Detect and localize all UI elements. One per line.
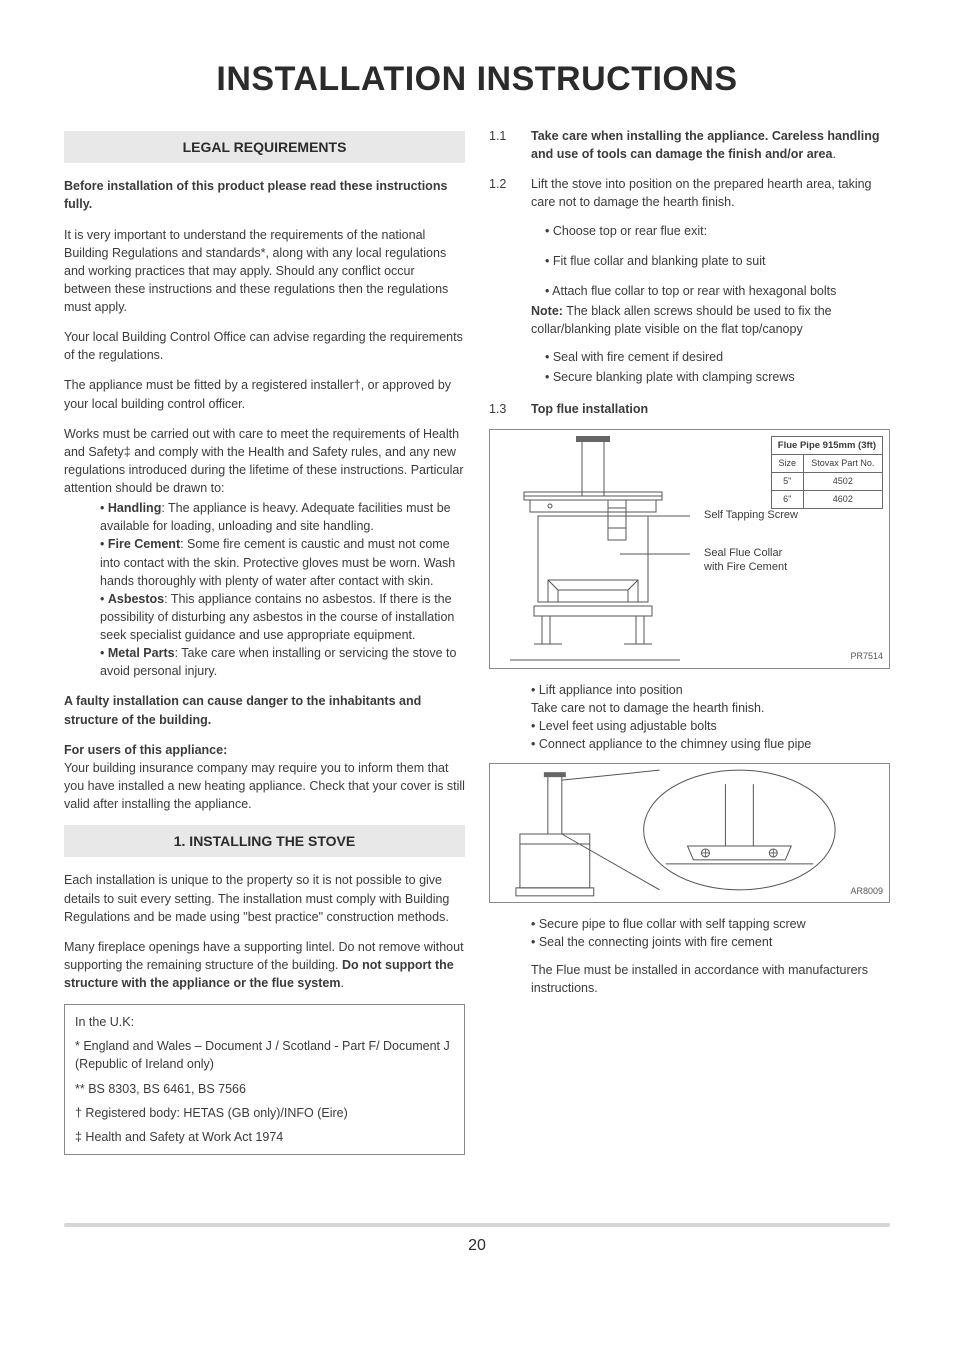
right-column: 1.1 Take care when installing the applia… <box>489 127 890 1155</box>
bullet-label: Metal Parts <box>108 646 175 660</box>
bullet-line: • Lift appliance into position <box>531 681 890 699</box>
numbered-item: 1.2 Lift the stove into position on the … <box>489 175 890 388</box>
fig-label-line: Seal Flue Collar <box>704 547 782 559</box>
th-size: Size <box>771 455 803 473</box>
numbered-item: 1.1 Take care when installing the applia… <box>489 127 890 163</box>
post-figure-bullets: • Lift appliance into position Take care… <box>489 681 890 754</box>
table-row: 5" 4502 <box>771 473 882 491</box>
cell-part: 4502 <box>803 473 882 491</box>
bullet-item: • Fire Cement: Some fire cement is caust… <box>100 535 465 589</box>
users-label: For users of this appliance: <box>64 743 227 757</box>
item-number: 1.2 <box>489 175 515 388</box>
two-column-layout: LEGAL REQUIREMENTS Before installation o… <box>64 127 890 1155</box>
bullet-line: • Secure pipe to flue collar with self t… <box>531 915 890 933</box>
paragraph: Each installation is unique to the prope… <box>64 871 465 925</box>
figure-code: PR7514 <box>850 650 883 663</box>
page-title: INSTALLATION INSTRUCTIONS <box>64 60 890 99</box>
table-row: 6" 4602 <box>771 491 882 509</box>
warning-bold: A faulty installation can cause danger t… <box>64 692 465 728</box>
bullet-item: • Metal Parts: Take care when installing… <box>100 644 465 680</box>
bullet-label: Handling <box>108 501 161 515</box>
fig-label-line: with Fire Cement <box>704 561 787 573</box>
section-header-installing: 1. INSTALLING THE STOVE <box>64 825 465 857</box>
footer-rule <box>64 1223 890 1227</box>
bullet-line: • Seal with fire cement if desired <box>531 348 890 366</box>
note-label: Note: <box>531 304 563 318</box>
bullet-line: • Connect appliance to the chimney using… <box>531 735 890 753</box>
item-body: Top flue installation <box>531 400 890 418</box>
footnote-line: ** BS 8303, BS 6461, BS 7566 <box>75 1080 454 1098</box>
item-text: Lift the stove into position on the prep… <box>531 175 890 211</box>
footnote-line: In the U.K: <box>75 1013 454 1031</box>
footnote-line: ‡ Health and Safety at Work Act 1974 <box>75 1128 454 1146</box>
section-header-legal: LEGAL REQUIREMENTS <box>64 131 465 163</box>
note-line: Note: The black allen screws should be u… <box>531 302 890 338</box>
paragraph: The appliance must be fitted by a regist… <box>64 376 465 412</box>
figure-label: Self Tapping Screw <box>704 508 798 523</box>
bullet-line: • Fit flue collar and blanking plate to … <box>531 252 890 270</box>
bullet-line: • Secure blanking plate with clamping sc… <box>531 368 890 386</box>
page: INSTALLATION INSTRUCTIONS LEGAL REQUIREM… <box>0 0 954 1195</box>
text-line: Take care not to damage the hearth finis… <box>531 699 890 717</box>
cell-part: 4602 <box>803 491 882 509</box>
item-bold-text: Take care when installing the appliance.… <box>531 129 880 161</box>
page-number: 20 <box>0 1237 954 1255</box>
note-text: The black allen screws should be used to… <box>531 304 832 336</box>
th-part: Stovax Part No. <box>803 455 882 473</box>
bullet-line: • Level feet using adjustable bolts <box>531 717 890 735</box>
paragraph: For users of this appliance: Your buildin… <box>64 741 465 814</box>
chimney-schematic-icon <box>490 764 889 904</box>
figure-label: Seal Flue Collar with Fire Cement <box>704 546 787 576</box>
text-line: The Flue must be installed in accordance… <box>531 961 890 997</box>
paragraph: It is very important to understand the r… <box>64 226 465 317</box>
footnote-line: * England and Wales – Document J / Scotl… <box>75 1037 454 1073</box>
left-column: LEGAL REQUIREMENTS Before installation o… <box>64 127 465 1155</box>
bullet-item: • Asbestos: This appliance contains no a… <box>100 590 465 644</box>
paragraph: Many fireplace openings have a supportin… <box>64 938 465 992</box>
bullet-block: • Handling: The appliance is heavy. Adeq… <box>64 499 465 680</box>
paragraph: Works must be carried out with care to m… <box>64 425 465 498</box>
bullet-line: • Choose top or rear flue exit: <box>531 222 890 240</box>
item-number: 1.3 <box>489 400 515 418</box>
item-number: 1.1 <box>489 127 515 163</box>
flue-pipe-table-wrap: Flue Pipe 915mm (3ft) Size Stovax Part N… <box>771 436 883 510</box>
figure-code: AR8009 <box>850 885 883 898</box>
numbered-item: 1.3 Top flue installation <box>489 400 890 418</box>
flue-pipe-table: Flue Pipe 915mm (3ft) Size Stovax Part N… <box>771 436 883 510</box>
bullet-label: Fire Cement <box>108 537 180 551</box>
bullet-line: • Attach flue collar to top or rear with… <box>531 282 890 300</box>
paragraph: Your local Building Control Office can a… <box>64 328 465 364</box>
users-text: Your building insurance company may requ… <box>64 761 465 811</box>
post-figure-bullets: • Secure pipe to flue collar with self t… <box>489 915 890 998</box>
item-body: Lift the stove into position on the prep… <box>531 175 890 388</box>
figure-chimney: AR8009 <box>489 763 890 903</box>
intro-bold: Before installation of this product plea… <box>64 177 465 213</box>
stove-schematic-icon <box>490 430 690 670</box>
bullet-item: • Handling: The appliance is heavy. Adeq… <box>100 499 465 535</box>
bullet-label: Asbestos <box>108 592 164 606</box>
figure-top-flue: Flue Pipe 915mm (3ft) Size Stovax Part N… <box>489 429 890 669</box>
item-body: Take care when installing the appliance.… <box>531 127 890 163</box>
footnotes-box: In the U.K: * England and Wales – Docume… <box>64 1004 465 1155</box>
cell-size: 5" <box>771 473 803 491</box>
table-title: Flue Pipe 915mm (3ft) <box>771 436 882 455</box>
bullet-line: • Seal the connecting joints with fire c… <box>531 933 890 951</box>
cell-size: 6" <box>771 491 803 509</box>
footnote-line: † Registered body: HETAS (GB only)/INFO … <box>75 1104 454 1122</box>
